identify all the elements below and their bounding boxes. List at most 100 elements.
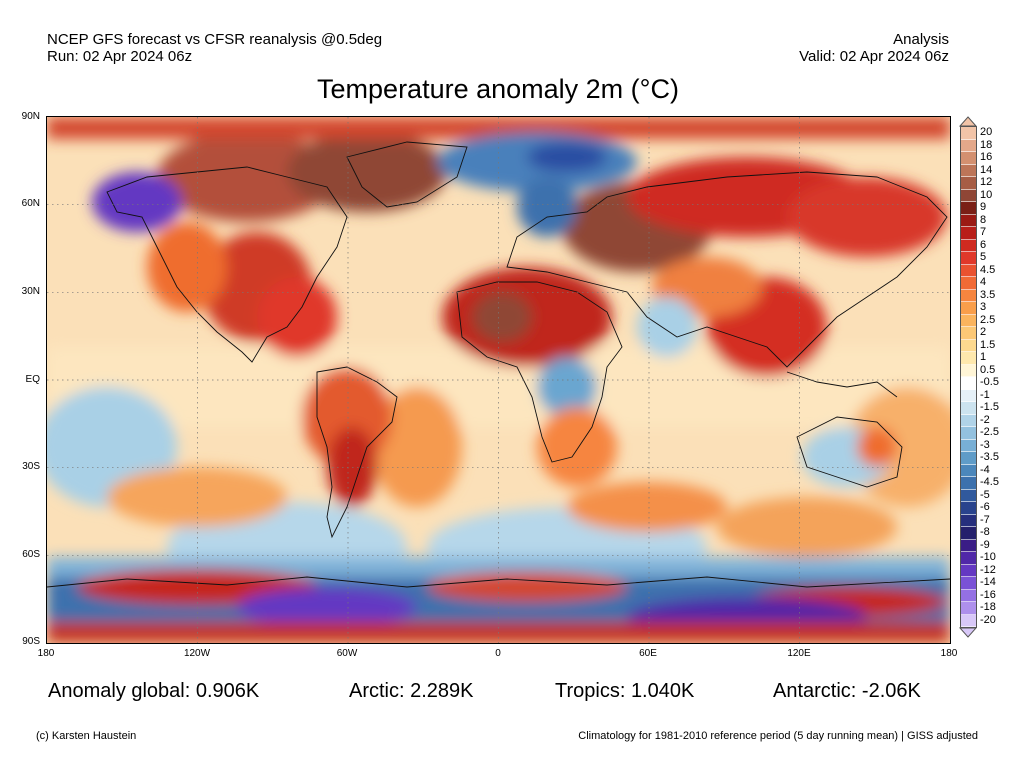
valid-time: Valid: 02 Apr 2024 06z xyxy=(799,48,949,65)
legend-arrow-bottom xyxy=(959,627,977,638)
analysis-label: Analysis xyxy=(893,31,949,48)
anomaly-field xyxy=(47,117,950,643)
lon-label-180e: 180 xyxy=(940,648,958,659)
legend-label: -9 xyxy=(980,538,990,551)
legend-label: -18 xyxy=(980,601,996,613)
legend-swatch xyxy=(961,402,976,415)
legend-label: -5 xyxy=(980,488,990,501)
legend-label: 6 xyxy=(980,238,987,251)
legend-label: 0.5 xyxy=(980,363,996,376)
legend-label: 20 xyxy=(980,126,993,138)
legend-label: -3.5 xyxy=(980,451,999,463)
legend-label: 3 xyxy=(980,301,987,313)
legend-label: 9 xyxy=(980,201,987,213)
legend-swatch xyxy=(961,452,976,465)
legend-swatch xyxy=(961,427,976,440)
legend-swatch xyxy=(961,189,976,202)
legend-label: 8 xyxy=(980,213,987,226)
legend-swatch xyxy=(961,139,976,152)
legend-swatch xyxy=(961,177,976,190)
legend-swatch xyxy=(961,152,976,165)
legend-label: 5 xyxy=(980,251,987,263)
anomaly-map-svg xyxy=(47,117,950,643)
legend-swatch xyxy=(961,214,976,227)
legend-swatch xyxy=(961,564,976,577)
legend-label: -8 xyxy=(980,526,990,538)
legend-label: 1.5 xyxy=(980,338,996,351)
legend-swatch xyxy=(961,377,976,390)
legend-swatch xyxy=(961,527,976,540)
model-description: NCEP GFS forecast vs CFSR reanalysis @0.… xyxy=(47,31,383,48)
legend-swatch xyxy=(961,352,976,365)
lat-label-60n: 60N xyxy=(21,198,40,209)
color-legend xyxy=(960,126,977,628)
legend-swatch xyxy=(961,589,976,602)
legend-swatch xyxy=(961,252,976,265)
lon-label-60e: 60E xyxy=(639,648,657,659)
legend-swatch xyxy=(961,552,976,565)
lon-label-120w: 120W xyxy=(183,648,211,659)
chart-title: Temperature anomaly 2m (°C) xyxy=(317,74,679,104)
legend-swatch xyxy=(961,389,976,402)
legend-label: -3 xyxy=(980,438,990,451)
legend-label: 3.5 xyxy=(980,288,996,301)
legend-label: -1 xyxy=(980,388,990,401)
lat-label-30n: 30N xyxy=(21,286,40,297)
legend-label: -10 xyxy=(980,551,996,563)
lon-label-0: 0 xyxy=(495,648,501,659)
legend-label: 7 xyxy=(980,226,987,238)
legend-label: -2 xyxy=(980,413,990,426)
graticule xyxy=(47,117,950,643)
lon-label-180w: 180 xyxy=(37,648,55,659)
legend-label: -12 xyxy=(980,563,996,576)
legend-label: -4.5 xyxy=(980,476,999,488)
copyright: (c) Karsten Haustein xyxy=(36,730,137,742)
legend-label: -14 xyxy=(980,576,996,588)
lat-label-eq: EQ xyxy=(25,374,40,385)
legend-swatch xyxy=(961,439,976,452)
legend-swatch xyxy=(961,489,976,502)
legend-swatch xyxy=(961,614,976,627)
legend-swatch xyxy=(961,314,976,327)
legend-label: -1.5 xyxy=(980,401,999,413)
legend-swatch xyxy=(961,577,976,590)
coastlines xyxy=(47,141,950,588)
lat-label-90s: 90S xyxy=(22,636,40,647)
legend-swatch xyxy=(961,414,976,427)
antarctic-anomaly: Antarctic: -2.06K xyxy=(773,680,921,702)
run-time: Run: 02 Apr 2024 06z xyxy=(47,48,193,65)
legend-label: 10 xyxy=(980,188,993,201)
legend-swatch xyxy=(961,239,976,252)
legend-label: -16 xyxy=(980,588,996,601)
anomaly-map xyxy=(46,116,951,644)
legend-swatch xyxy=(961,364,976,377)
legend-label: 12 xyxy=(980,176,993,188)
lat-label-60s: 60S xyxy=(22,549,40,560)
legend-label: 18 xyxy=(980,138,993,151)
legend-label: 2 xyxy=(980,326,987,338)
legend-label: -20 xyxy=(980,613,996,626)
legend-swatch xyxy=(961,227,976,240)
legend-label: 4 xyxy=(980,276,987,288)
legend-swatch xyxy=(961,514,976,527)
legend-swatch xyxy=(961,339,976,352)
lon-label-120e: 120E xyxy=(787,648,811,659)
lat-label-30s: 30S xyxy=(22,461,40,472)
legend-swatch xyxy=(961,602,976,615)
legend-swatch xyxy=(961,277,976,290)
legend-label: 2.5 xyxy=(980,313,996,326)
legend-label: -6 xyxy=(980,501,990,513)
global-anomaly: Anomaly global: 0.906K xyxy=(48,680,260,702)
legend-label: 4.5 xyxy=(980,263,996,276)
legend-swatch xyxy=(961,127,976,140)
legend-swatch xyxy=(961,289,976,302)
legend-label: -0.5 xyxy=(980,376,999,388)
legend-swatch xyxy=(961,202,976,215)
legend-swatch xyxy=(961,327,976,340)
arctic-anomaly: Arctic: 2.289K xyxy=(349,680,474,702)
legend-label: 14 xyxy=(980,163,993,176)
legend-label: 16 xyxy=(980,151,993,163)
legend-swatch xyxy=(961,164,976,177)
legend-label: 1 xyxy=(980,351,987,363)
climatology-note: Climatology for 1981-2010 reference peri… xyxy=(578,730,978,742)
